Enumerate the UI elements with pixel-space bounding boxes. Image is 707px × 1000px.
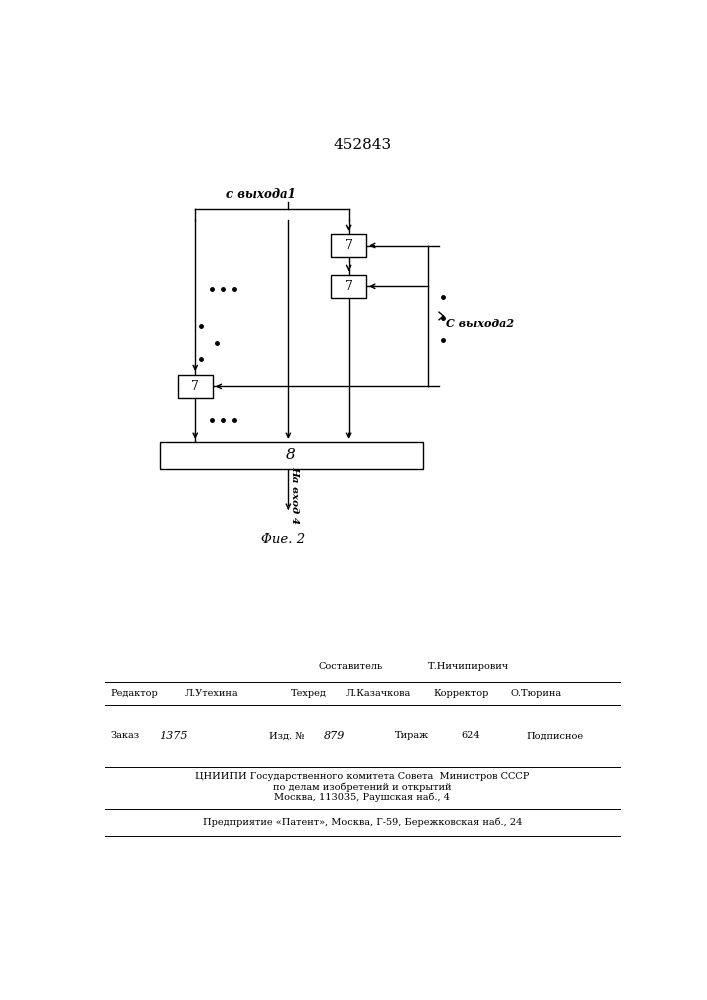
Text: Тираж: Тираж [395, 732, 429, 740]
Text: по делам изобретений и открытий: по делам изобретений и открытий [273, 782, 452, 792]
Text: Предприятие «Патент», Москва, Г-59, Бережковская наб., 24: Предприятие «Патент», Москва, Г-59, Бере… [203, 817, 522, 827]
Text: Т.Ничипирович: Т.Ничипирович [428, 662, 509, 671]
Text: 7: 7 [192, 380, 199, 393]
Text: Л.Утехина: Л.Утехина [185, 689, 238, 698]
Text: 1375: 1375 [160, 731, 188, 741]
Text: 879: 879 [324, 731, 345, 741]
Bar [331, 275, 366, 298]
Text: 8: 8 [286, 448, 296, 462]
Text: Φие. 2: Φие. 2 [261, 533, 305, 546]
Bar [177, 375, 213, 398]
Text: Заказ: Заказ [110, 732, 139, 740]
Text: О.Тюрина: О.Тюрина [510, 689, 561, 698]
Text: Составитель: Составитель [319, 662, 382, 671]
Bar [160, 442, 423, 469]
Text: 452843: 452843 [333, 138, 392, 152]
Text: с выхода1: с выхода1 [226, 188, 296, 201]
Text: 7: 7 [345, 280, 353, 293]
Text: Москва, 113035, Раушская наб., 4: Москва, 113035, Раушская наб., 4 [274, 793, 450, 802]
Text: Подписное: Подписное [527, 732, 584, 740]
Text: Редактор: Редактор [110, 689, 158, 698]
Text: Изд. №: Изд. № [269, 732, 305, 740]
Text: На вход 4: На вход 4 [291, 466, 300, 524]
Text: Техред: Техред [291, 689, 327, 698]
Text: Корректор: Корректор [433, 689, 489, 698]
Text: ЦНИИПИ Государственного комитета Совета  Министров СССР: ЦНИИПИ Государственного комитета Совета … [195, 772, 530, 781]
Text: Л.Казачкова: Л.Казачкова [346, 689, 411, 698]
Bar [331, 234, 366, 257]
Text: С выхода2: С выхода2 [446, 318, 514, 329]
Text: 7: 7 [345, 239, 353, 252]
Text: 624: 624 [461, 732, 479, 740]
